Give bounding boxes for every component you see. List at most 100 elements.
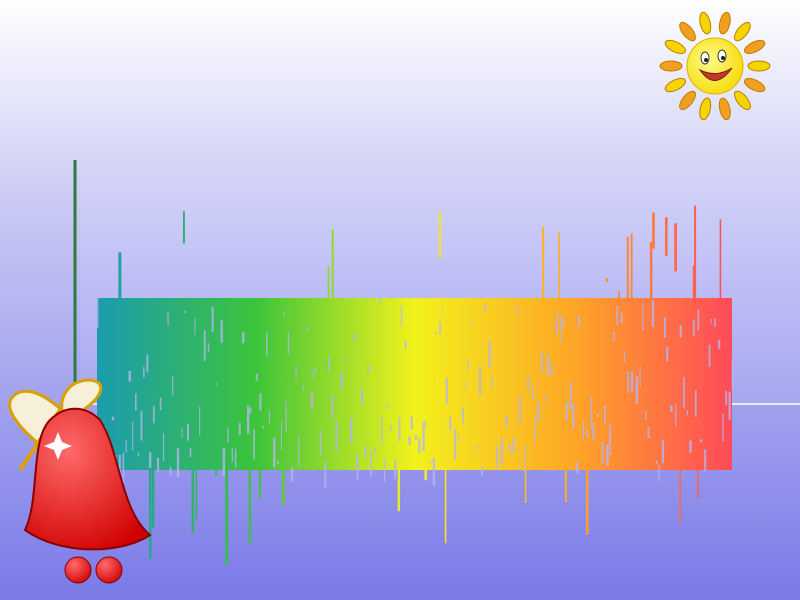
glitch-gap (312, 368, 314, 380)
glitch-gap (390, 425, 392, 432)
sun-ray (747, 60, 771, 72)
glitch-gap (118, 454, 121, 478)
glitch-gap (184, 310, 187, 313)
glitch-gap (283, 311, 285, 317)
glitch-gap (140, 410, 143, 441)
glitch-gap (331, 394, 334, 419)
glitch-gap (612, 331, 615, 341)
glitch-gap (234, 448, 237, 468)
sun-ray (734, 90, 751, 111)
glitch-gap (465, 382, 467, 388)
bell-bow (8, 378, 103, 447)
glitch-gap (728, 391, 731, 421)
glitch-gap (609, 424, 611, 455)
glitch-gap (404, 340, 407, 350)
sun-ray (718, 11, 731, 35)
glitch-gap (645, 411, 647, 420)
glitch-gap (211, 306, 214, 332)
glitch-gap (149, 452, 152, 468)
glitch-gap (553, 324, 556, 328)
glitch-gap (675, 403, 677, 427)
glitch-gap (517, 305, 519, 315)
glitch-drip (118, 252, 122, 327)
glitch-drip (674, 223, 678, 272)
glitch-drip (618, 290, 621, 362)
glitch-drip (626, 236, 629, 298)
glitch-gap (176, 448, 180, 478)
glitch-drip (679, 470, 682, 523)
glitch-gap (471, 319, 473, 323)
glitch-drip (542, 226, 545, 298)
glitch-gap (354, 333, 357, 343)
glitch-gap (551, 364, 553, 377)
rainbow-band (97, 298, 732, 470)
glitch-gap (295, 365, 297, 380)
glitch-gap (670, 405, 673, 413)
glitch-gap (327, 357, 330, 372)
glitch-gap (310, 392, 314, 409)
glitch-drip (694, 205, 697, 298)
glitch-gap (159, 397, 162, 411)
glitch-gap (207, 343, 210, 352)
sun-ray (699, 11, 712, 35)
glitch-gap (531, 385, 534, 400)
glitch-gap (122, 453, 125, 483)
glitch-gap (222, 448, 226, 476)
glitch-gap (386, 404, 389, 407)
glitch-drip (182, 211, 185, 244)
glitch-gap (569, 381, 572, 410)
glitch-drip (524, 470, 527, 503)
glitch-gap (491, 376, 493, 388)
glitch-gap (683, 376, 685, 409)
glitch-gap (128, 370, 131, 382)
glitch-gap (162, 433, 165, 462)
glitch-drip (719, 219, 722, 298)
sun-eye (717, 49, 727, 63)
glitch-gap (340, 372, 343, 390)
glitch-gap (439, 322, 441, 334)
glitch-gap (575, 462, 579, 474)
glitch-gap (577, 315, 581, 327)
sun-ray (664, 39, 687, 54)
glitch-gap (714, 318, 716, 327)
glitch-drip (664, 217, 668, 256)
glitch-gap (199, 406, 201, 436)
glitch-gap (146, 354, 149, 373)
glitch-gap (651, 300, 655, 328)
glitch-gap (500, 437, 503, 464)
glitch-gap (604, 405, 606, 425)
glitch-drip (195, 470, 198, 521)
glitch-drip (652, 212, 655, 249)
glitch-gap (364, 446, 367, 457)
glitch-gap (203, 329, 206, 362)
sun-ray (679, 90, 696, 111)
glitch-gap (480, 466, 483, 476)
glitch-gap (731, 358, 734, 391)
glitch-gap (639, 366, 641, 388)
glitch-drip (327, 266, 330, 298)
glitch-gap (601, 441, 604, 465)
glitch-gap (679, 325, 682, 338)
glitch-gap (152, 405, 155, 424)
glitch-gap (704, 449, 707, 472)
glitch-drip (281, 470, 285, 506)
sun-eye (700, 51, 710, 65)
sun-ray (743, 78, 766, 93)
bell-ball (95, 556, 123, 584)
glitch-gap (606, 444, 609, 467)
glitch-gap (319, 430, 322, 456)
glitch-gap (231, 447, 233, 462)
sun-rays (659, 11, 771, 121)
glitch-gap (253, 429, 255, 460)
glitch-gap (708, 344, 711, 368)
bell-ball (64, 556, 92, 584)
glitch-gap (547, 354, 550, 376)
glitch-gap (661, 440, 665, 464)
glitch-gap (559, 314, 562, 343)
glitch-gap (505, 415, 508, 427)
glitch-gap (422, 421, 425, 451)
glitch-gap (586, 430, 589, 438)
glitch-gap (381, 415, 383, 445)
glitch-gap (596, 413, 599, 418)
